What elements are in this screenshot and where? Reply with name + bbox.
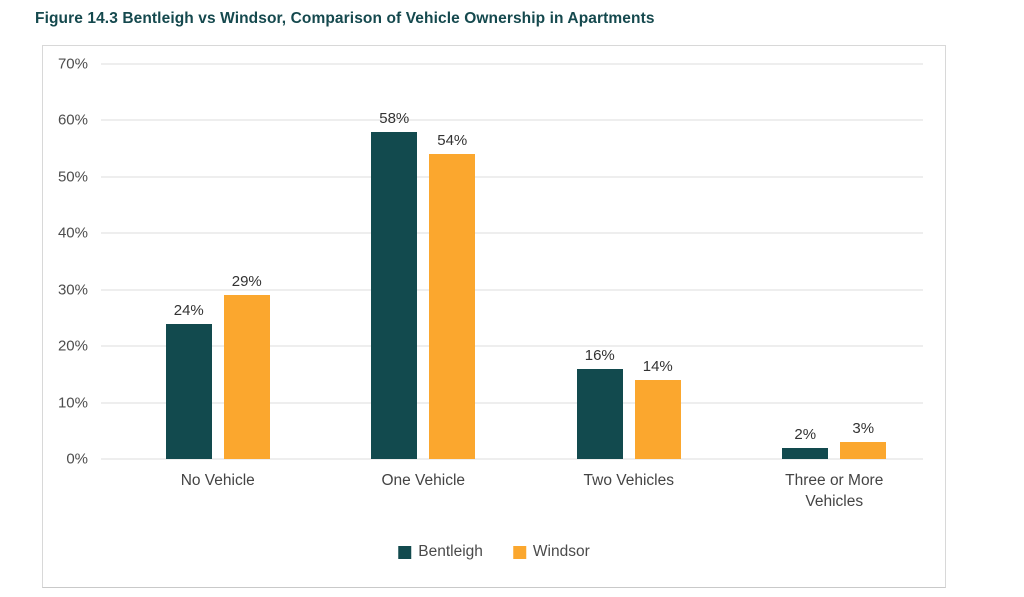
gridline-0 (101, 458, 923, 460)
bar-windsor-two-vehicles (634, 380, 681, 459)
category-label-three-or-more-vehicles: Three or More Vehicles (785, 472, 884, 510)
bar-value-label-bentleigh-one-vehicle: 58% (379, 109, 410, 127)
bar-group-one-vehicle: 58% 54% (365, 64, 481, 459)
legend-label-bentleigh: Bentleigh (418, 543, 483, 560)
y-tick-label-10: 10% (57, 394, 88, 412)
bar-value-label-windsor-one-vehicle: 54% (437, 132, 468, 150)
plot-area: 0% 10% 20% 30% 40% 50% 60% 70% 24% 29% No Vehicle 5… (58, 56, 923, 510)
y-tick-label-40: 40% (57, 224, 88, 242)
bar-bentleigh-three-or-more-vehicles (782, 447, 829, 459)
category-label-one-vehicle: One Vehicle (381, 472, 466, 489)
bar-value-label-windsor-no-vehicle: 29% (231, 273, 262, 291)
legend-swatch-windsor (512, 545, 526, 559)
bar-bentleigh-no-vehicle (165, 323, 212, 459)
bar-value-label-bentleigh-two-vehicles: 16% (584, 346, 615, 364)
gridline-60 (101, 119, 923, 121)
legend-item-bentleigh: Bentleigh (398, 543, 483, 561)
bar-bentleigh-two-vehicles (576, 368, 623, 459)
bar-column-windsor-two-vehicles: 14% (634, 64, 681, 459)
y-tick-label-20: 20% (57, 337, 88, 355)
bar-value-label-bentleigh-three-or-more-vehicles: 2% (794, 425, 817, 443)
bar-value-label-windsor-two-vehicles: 14% (642, 358, 673, 375)
bar-windsor-one-vehicle (429, 154, 476, 459)
bar-value-label-windsor-three-or-more-vehicles: 3% (852, 420, 875, 438)
bar-column-windsor-three-or-more-vehicles: 3% (840, 64, 887, 459)
gridline-70 (101, 63, 923, 65)
figure-title: Figure 14.3 Bentleigh vs Windsor, Compar… (35, 10, 655, 27)
legend-swatch-bentleigh (398, 545, 412, 559)
legend-label-windsor: Windsor (532, 543, 590, 560)
bar-column-windsor-one-vehicle: 54% (429, 64, 476, 459)
bar-windsor-no-vehicle (223, 295, 270, 459)
bar-bentleigh-one-vehicle (371, 131, 418, 459)
y-tick-label-70: 70% (57, 55, 88, 73)
bar-group-two-vehicles: 16% 14% (571, 64, 687, 459)
bar-column-windsor-no-vehicle: 29% (223, 64, 270, 459)
legend-item-windsor: Windsor (512, 543, 590, 561)
y-tick-label-50: 50% (57, 168, 88, 186)
chart-legend: Bentleigh Windsor (398, 543, 590, 561)
gridline-20 (101, 345, 923, 347)
gridline-40 (101, 232, 923, 234)
bar-group-no-vehicle: 24% 29% (160, 64, 276, 459)
bar-group-three-or-more-vehicles: 2% 3% (776, 64, 892, 459)
gridline-30 (101, 289, 923, 291)
gridline-50 (101, 176, 923, 178)
chart-panel: 0% 10% 20% 30% 40% 50% 60% 70% 24% 29% No Vehicle 5… (42, 45, 946, 588)
category-label-no-vehicle: No Vehicle (180, 472, 255, 489)
y-tick-label-30: 30% (57, 281, 88, 299)
bar-column-bentleigh-three-or-more-vehicles: 2% (782, 64, 829, 459)
category-label-two-vehicles: Two Vehicles (583, 472, 674, 489)
bar-windsor-three-or-more-vehicles (840, 442, 887, 459)
y-tick-label-60: 60% (57, 111, 88, 129)
bar-column-bentleigh-one-vehicle: 58% (371, 64, 418, 459)
bar-value-label-bentleigh-no-vehicle: 24% (173, 301, 204, 319)
gridline-10 (101, 402, 923, 404)
bar-column-bentleigh-two-vehicles: 16% (576, 64, 623, 459)
y-tick-label-0: 0% (66, 450, 88, 468)
bar-column-bentleigh-no-vehicle: 24% (165, 64, 212, 459)
